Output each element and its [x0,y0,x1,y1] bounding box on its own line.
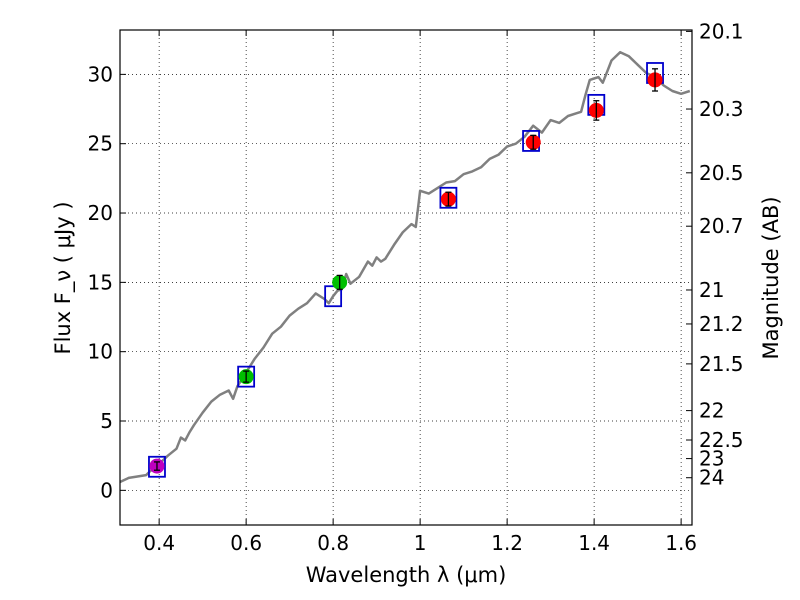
y-tick-label: 15 [88,270,113,294]
axes: 0.4 0.6 0.8 1 1.2 1.4 1.6 0 5 10 15 20 25 30 20.1 20.3 2… [88,19,744,555]
x-tick-label: 0.4 [143,531,175,555]
x-tick-label: 1.4 [578,531,610,555]
magnitude-tick-label: 20.3 [699,97,744,121]
y-tick-label: 25 [88,132,113,156]
magnitude-tick-label: 24 [699,466,724,490]
plot-area [119,50,691,484]
y-axis-label-left: Flux F_ν ( μJy ) [51,201,76,354]
magnitude-tick-label: 20.1 [699,19,744,43]
magnitude-tick-label: 20.5 [699,161,744,185]
spectrum-line [119,50,691,484]
model-photometry-square [324,285,343,308]
x-tick-label: 1.6 [665,531,697,555]
x-axis-label: Wavelength λ (μm) [306,563,507,587]
grid-lines [120,30,692,525]
x-tick-label: 0.6 [230,531,262,555]
y-tick-label: 30 [88,62,113,86]
x-tick-label: 1 [414,531,427,555]
plot-frame [119,29,693,526]
y-axis-label-right: Magnitude (AB) [759,196,783,359]
model-photometry-square [148,455,166,478]
magnitude-tick-label: 20.7 [699,214,744,238]
model-photometry-square [237,365,256,388]
y-tick-label: 10 [88,340,113,364]
x-tick-label: 0.8 [317,531,349,555]
y-tick-label: 20 [88,201,113,225]
magnitude-tick-label: 23 [699,447,724,471]
magnitude-tick-label: 22.5 [699,428,744,452]
x-tick-label: 1.2 [491,531,523,555]
model-photometry-square [439,186,458,209]
magnitude-tick-label: 22 [699,399,724,423]
magnitude-tick-label: 21.2 [699,312,744,336]
magnitude-tick-label: 21 [699,278,724,302]
y-tick-label: 0 [100,478,113,502]
magnitude-tick-label: 21.5 [699,352,744,376]
y-tick-label: 5 [100,409,113,433]
